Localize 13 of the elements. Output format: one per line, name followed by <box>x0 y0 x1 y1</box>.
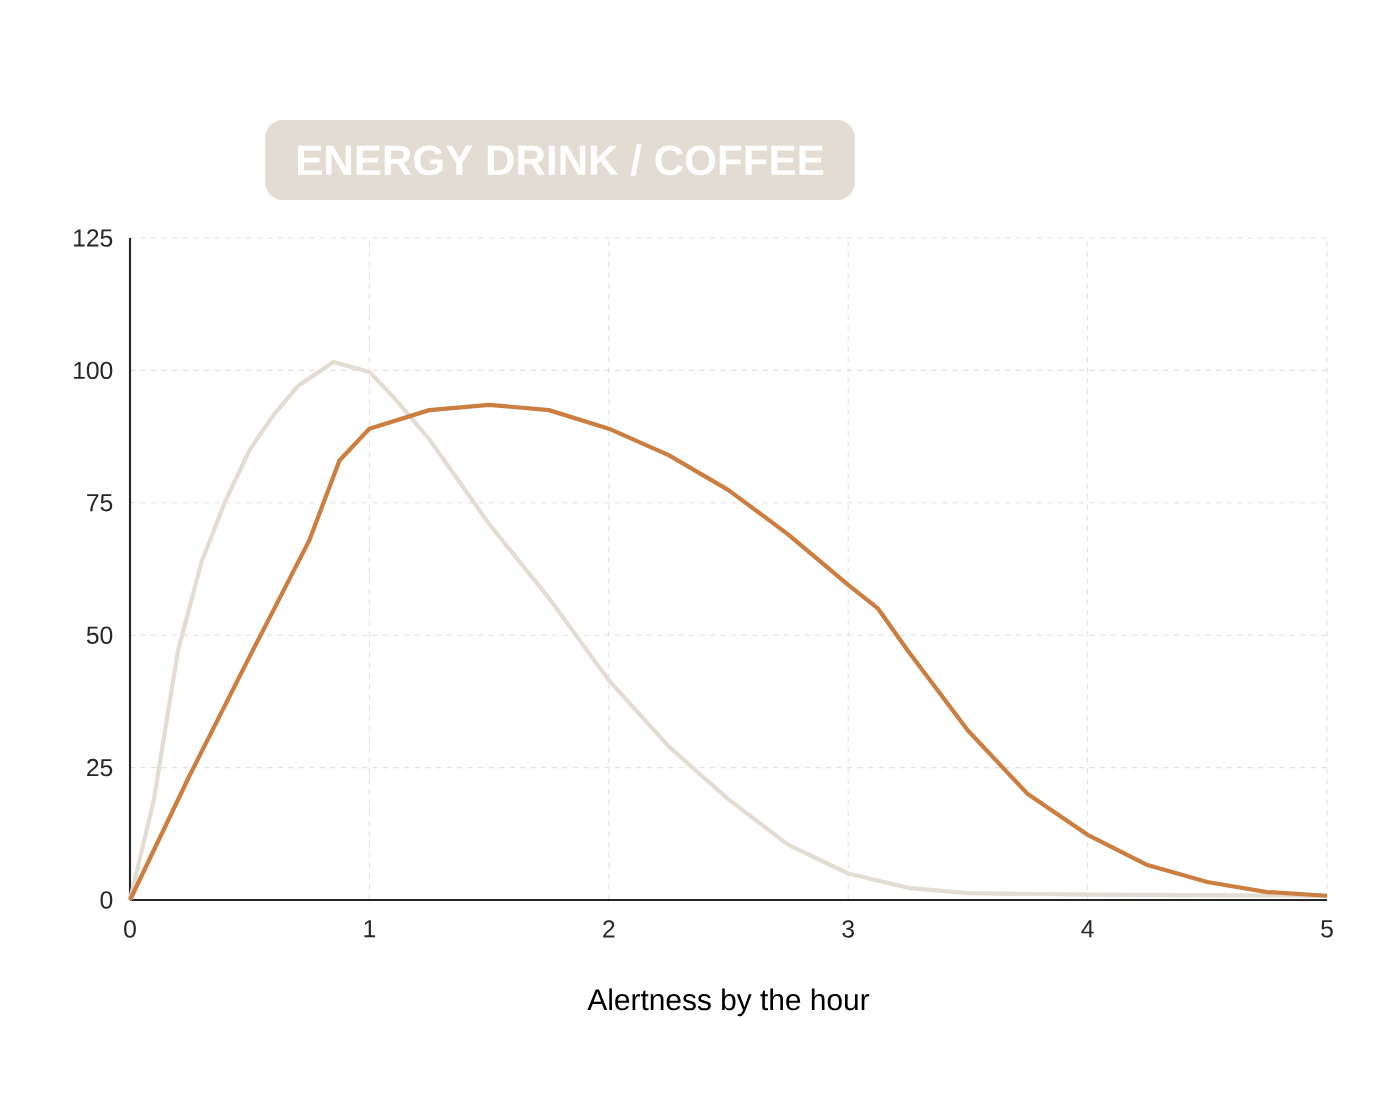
x-tick-label: 4 <box>1081 920 1094 938</box>
y-tick-label: 125 <box>74 229 113 247</box>
x-tick-label: 0 <box>124 920 136 938</box>
y-tick-label: 50 <box>86 626 113 644</box>
y-tick-label: 100 <box>74 361 113 380</box>
x-tick-label: 2 <box>603 920 615 938</box>
x-tick-label: 3 <box>842 920 854 938</box>
x-tick-label: 5 <box>1321 920 1333 938</box>
y-tick-label: 25 <box>87 758 113 777</box>
x-axis-title: Alertness by the hour <box>587 988 870 1017</box>
y-tick-label: 75 <box>87 494 113 512</box>
x-tick-label: 1 <box>364 920 376 938</box>
y-tick-label: 0 <box>100 891 113 909</box>
